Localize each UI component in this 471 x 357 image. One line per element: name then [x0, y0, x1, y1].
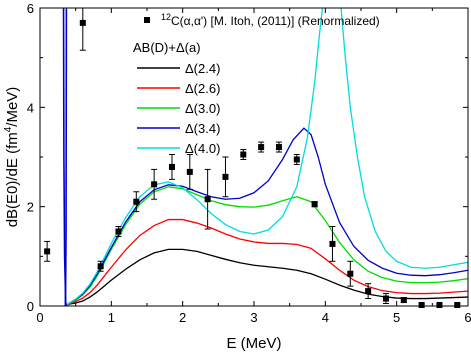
legend-label-2: Δ(3.0) — [185, 101, 220, 116]
legend-label-1: Δ(2.6) — [185, 81, 220, 96]
data-point — [365, 288, 372, 295]
series-line-1 — [65, 218, 468, 306]
y-tick-label: 2 — [27, 200, 34, 215]
data-point — [293, 156, 300, 163]
data-point — [329, 240, 336, 247]
data-point — [186, 168, 193, 175]
experiment-points — [44, 7, 461, 309]
data-point — [240, 151, 247, 158]
data-point — [275, 144, 282, 151]
data-point — [418, 302, 425, 309]
x-tick-label: 5 — [393, 310, 400, 325]
legend-experiment-marker — [144, 17, 150, 23]
data-point — [151, 181, 158, 188]
data-point — [204, 196, 211, 203]
legend-experiment-label: 12C(α,α') [M. Itoh, (2011)] (Renormalize… — [161, 12, 380, 28]
data-point — [436, 302, 443, 309]
series-line-4 — [65, 8, 324, 306]
y-label-superscript: 4 — [3, 126, 14, 132]
legend-experiment-text: C(α,α') [M. Itoh, (2011)] (Renormalized) — [171, 14, 380, 28]
data-point — [79, 19, 86, 26]
y-tick-label: 4 — [27, 100, 34, 115]
data-point — [97, 263, 104, 270]
data-point — [400, 297, 407, 304]
series-line-3 — [65, 127, 468, 306]
data-point — [258, 144, 265, 151]
series-line-0 — [65, 248, 468, 306]
legend: 12C(α,α') [M. Itoh, (2011)] (Renormalize… — [133, 12, 380, 156]
x-tick-label: 6 — [464, 310, 471, 325]
legend-label-0: Δ(2.4) — [185, 61, 220, 76]
legend-label-4: Δ(4.0) — [185, 141, 220, 156]
x-axis-label: E (MeV) — [226, 335, 281, 352]
x-tick-label: 0 — [36, 310, 43, 325]
data-point — [222, 173, 229, 180]
x-tick-label: 1 — [108, 310, 115, 325]
y-tick-label: 6 — [27, 1, 34, 16]
data-point — [382, 295, 389, 302]
y-label-units: /MeV) — [4, 87, 21, 127]
x-tick-label: 3 — [250, 310, 257, 325]
y-tick-label: 0 — [27, 299, 34, 314]
spike-line-b — [64, 8, 68, 306]
y-axis-label: dB(E0)/dE (fm4/MeV) — [3, 87, 21, 228]
data-point — [347, 270, 354, 277]
data-point — [168, 163, 175, 170]
data-point — [115, 228, 122, 235]
data-point — [454, 302, 461, 309]
legend-superscript: 12 — [161, 12, 171, 22]
y-label-main: dB(E0)/dE (fm — [4, 132, 21, 227]
legend-theory-heading: AB(D)+Δ(a) — [133, 40, 201, 55]
x-tick-label: 2 — [179, 310, 186, 325]
data-point — [44, 248, 51, 255]
curves-group — [62, 8, 468, 306]
series-line-5 — [340, 8, 468, 269]
x-tick-label: 4 — [322, 310, 329, 325]
data-point — [133, 198, 140, 205]
legend-label-3: Δ(3.4) — [185, 121, 220, 136]
series-line-2 — [65, 186, 468, 306]
data-point — [311, 201, 318, 208]
